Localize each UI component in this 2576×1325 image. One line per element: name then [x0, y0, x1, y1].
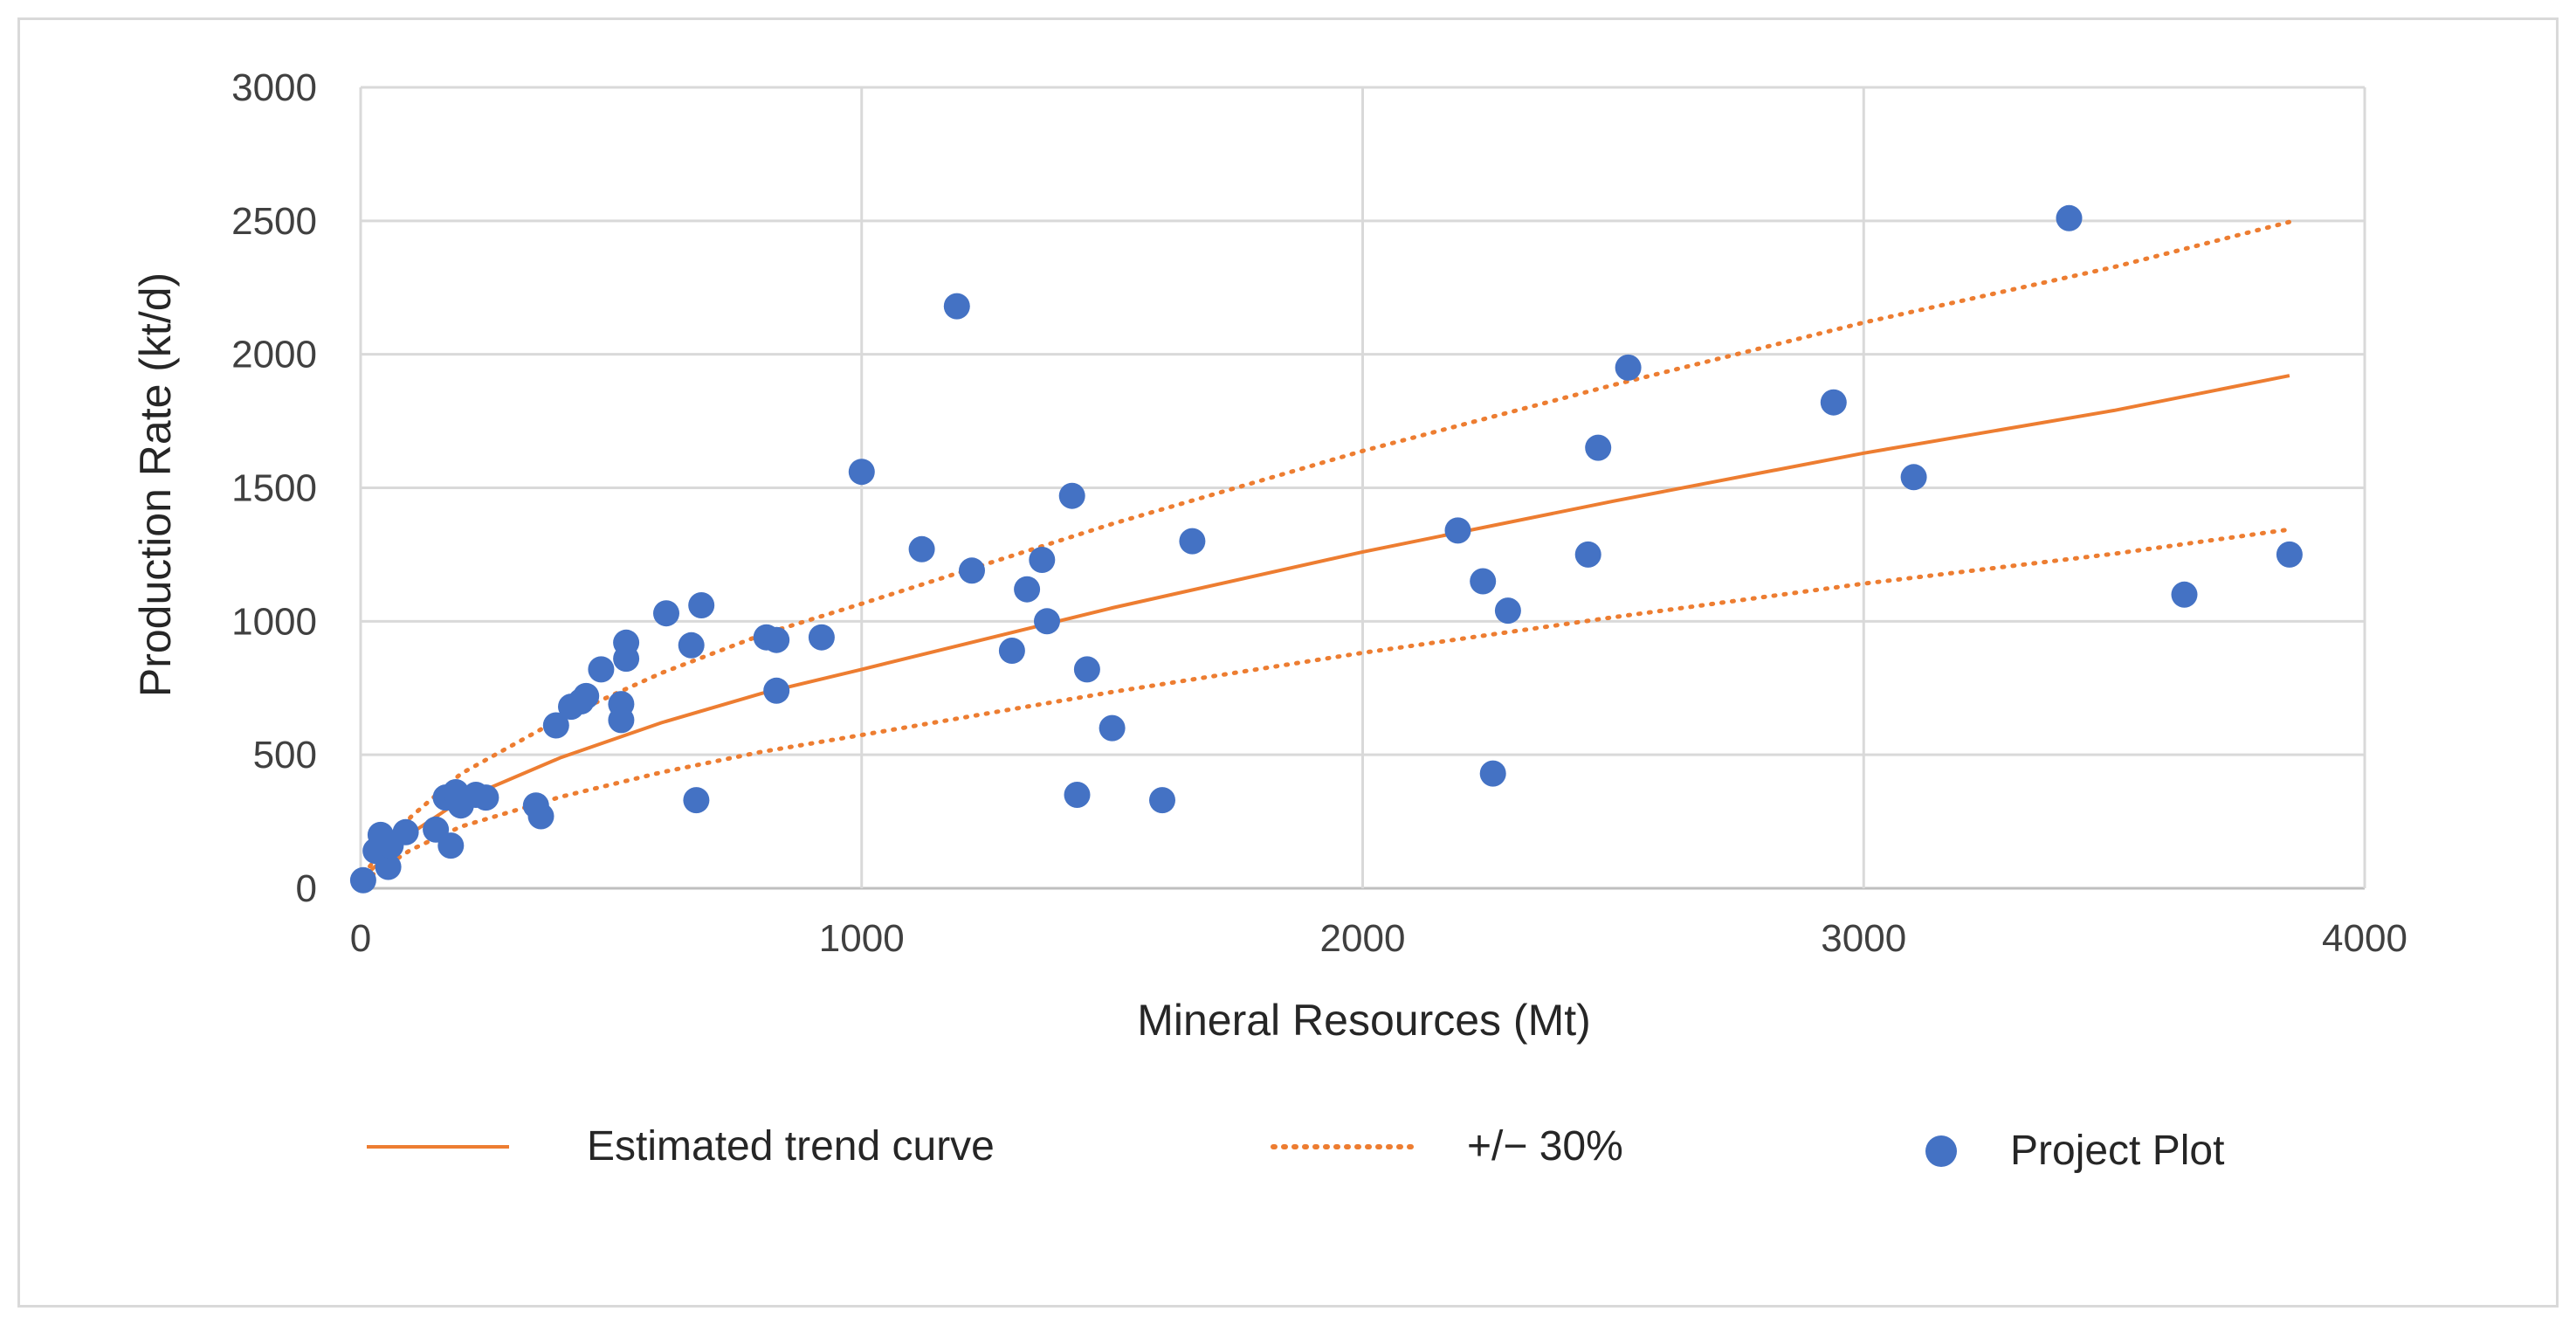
data-point — [1073, 656, 1100, 683]
data-point — [998, 638, 1025, 664]
x-tick-label: 2000 — [1320, 917, 1406, 960]
x-tick-label: 1000 — [819, 917, 905, 960]
data-point — [542, 712, 569, 739]
data-point — [1470, 568, 1497, 595]
upper-bound-line — [361, 219, 2292, 877]
data-point — [1034, 608, 1060, 635]
data-point — [527, 803, 554, 830]
legend: Estimated trend curve +/− 30% Project Pl… — [367, 1123, 2224, 1174]
data-point — [763, 626, 790, 653]
data-point — [1179, 528, 1206, 555]
x-axis-title: Mineral Resources (Mt) — [1137, 996, 1591, 1045]
x-tick-label: 0 — [350, 917, 371, 960]
y-axis-title: Production Rate (kt/d) — [131, 273, 180, 697]
y-tick-label: 2000 — [231, 334, 317, 376]
data-point — [375, 853, 402, 880]
data-point — [1064, 782, 1091, 808]
data-point — [1820, 389, 1847, 416]
data-point — [1479, 760, 1506, 787]
data-point — [588, 656, 615, 683]
y-tick-label: 0 — [296, 867, 317, 910]
data-point — [608, 707, 635, 734]
grid-lines — [359, 86, 2366, 890]
y-tick-label: 1500 — [231, 467, 317, 510]
data-point — [2056, 204, 2083, 231]
y-tick-label: 3000 — [231, 66, 317, 109]
x-tick-label: 3000 — [1821, 917, 1906, 960]
trend-lines — [361, 219, 2292, 883]
data-point — [1900, 464, 1927, 491]
y-tick-label: 1000 — [231, 600, 317, 643]
data-point — [392, 818, 419, 845]
data-point — [1444, 517, 1471, 544]
data-point — [1014, 576, 1041, 603]
data-point — [349, 866, 376, 894]
project-plot-points — [349, 204, 2303, 894]
legend-label-trend: Estimated trend curve — [587, 1123, 995, 1170]
data-point — [1058, 482, 1085, 509]
data-point — [2276, 541, 2303, 568]
y-tick-label: 2500 — [231, 200, 317, 243]
data-point — [613, 645, 640, 673]
data-point — [1029, 547, 1056, 573]
data-point — [573, 682, 600, 709]
data-point — [678, 631, 705, 659]
data-point — [959, 557, 985, 584]
data-point — [653, 600, 679, 627]
legend-label-points: Project Plot — [2010, 1128, 2224, 1174]
data-point — [1099, 714, 1126, 742]
y-axis-tick-labels: 0 500 1000 1500 2000 2500 3000 — [231, 66, 317, 910]
y-tick-label: 500 — [253, 734, 317, 776]
data-point — [2171, 581, 2198, 608]
trend-curve-line — [362, 374, 2290, 880]
data-point — [683, 787, 710, 814]
data-point — [688, 592, 715, 618]
data-point — [848, 459, 875, 486]
data-point — [1574, 541, 1601, 568]
lower-bound-line — [361, 527, 2292, 883]
data-point — [437, 832, 465, 859]
x-axis-tick-labels: 0 1000 2000 3000 4000 — [350, 917, 2407, 960]
legend-marker-swatch — [1925, 1135, 1957, 1167]
data-point — [1494, 597, 1521, 625]
x-tick-label: 4000 — [2322, 917, 2407, 960]
data-point — [908, 535, 935, 562]
data-point — [1585, 434, 1612, 461]
data-point — [1149, 787, 1175, 814]
data-point — [1615, 354, 1642, 381]
data-point — [943, 293, 970, 320]
legend-label-bounds: +/− 30% — [1467, 1123, 1623, 1170]
data-point — [472, 784, 499, 811]
data-point — [763, 677, 790, 704]
data-point — [808, 624, 835, 651]
